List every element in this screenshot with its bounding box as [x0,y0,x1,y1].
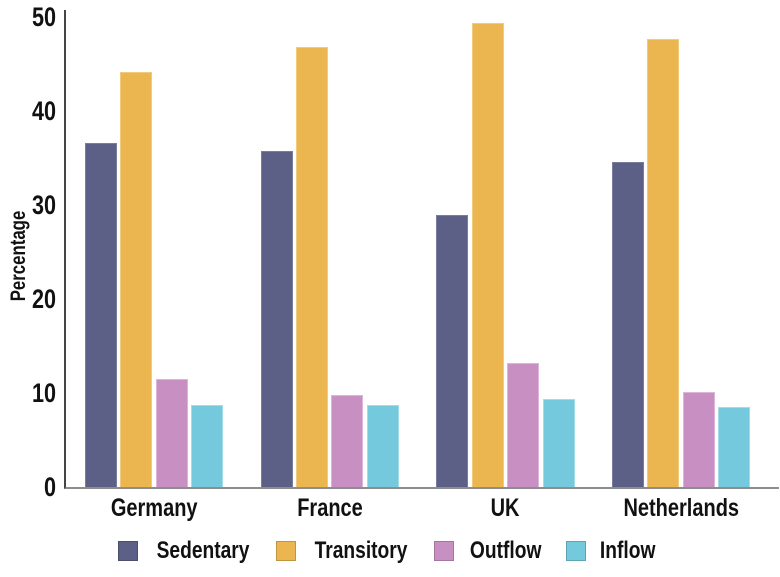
legend-label-inflow: Inflow [593,539,662,563]
y-tick-text: 0 [43,472,56,502]
y-tick-label-30: 30 [0,189,56,221]
legend-item-transitory: Transitory [276,539,419,563]
bar-sedentary-uk [436,215,469,487]
bar-inflow-uk [542,398,575,487]
legend-swatch-sedentary [118,541,139,561]
x-axis-label-uk: UK [416,494,596,523]
bar-inflow-netherlands [718,407,751,487]
x-axis-label-text: Netherlands [623,494,739,522]
y-tick-label-20: 20 [0,283,56,315]
legend-label-sedentary: Sedentary [145,539,261,563]
bar-inflow-france [366,405,399,487]
legend-swatch-inflow [565,541,586,561]
bar-sedentary-germany [85,142,117,487]
bar-transitory-germany [120,71,153,487]
bar-outflow-netherlands [682,392,715,487]
bar-outflow-germany [155,378,188,487]
x-axis-label-text: Germany [110,494,198,522]
y-tick-label-10: 10 [0,377,56,409]
x-axis-label-text: France [296,494,363,522]
bar-sedentary-france [260,151,293,487]
legend-label-text: Sedentary [156,537,250,564]
y-tick-label-50: 50 [0,1,56,33]
legend-item-outflow: Outflow [434,539,550,563]
bar-transitory-netherlands [647,38,680,487]
legend: Sedentary Transitory Outflow Inflow [0,539,780,563]
legend-swatch-outflow [434,541,455,561]
bar-outflow-france [331,394,364,487]
y-tick-text: 50 [31,2,56,32]
y-tick-text: 20 [31,284,56,314]
bar-group-uk [436,10,575,487]
x-axis-label-germany: Germany [64,494,244,523]
y-tick-text: 10 [31,378,56,408]
bar-transitory-france [296,47,329,487]
bar-group-netherlands [612,10,751,487]
legend-label-transitory: Transitory [303,539,419,563]
x-axis-label-france: France [240,494,420,523]
bar-sedentary-netherlands [612,161,645,487]
x-axis-label-text: UK [491,494,520,522]
bar-group-germany [85,10,224,487]
y-tick-label-0: 0 [0,471,56,503]
legend-label-text: Outflow [470,537,542,564]
y-tick-label-40: 40 [0,95,56,127]
y-tick-text: 40 [31,96,56,126]
bar-group-france [260,10,399,487]
bar-transitory-uk [471,22,504,487]
plot-area [64,10,779,489]
legend-label-outflow: Outflow [461,539,550,563]
bar-outflow-uk [507,362,540,487]
legend-item-inflow: Inflow [565,539,662,563]
legend-swatch-transitory [276,541,297,561]
bar-inflow-germany [191,405,224,487]
legend-item-sedentary: Sedentary [118,539,261,563]
legend-label-text: Transitory [314,537,408,564]
x-axis-label-netherlands: Netherlands [591,494,771,523]
y-tick-text: 30 [31,190,56,220]
legend-label-text: Inflow [599,537,655,564]
